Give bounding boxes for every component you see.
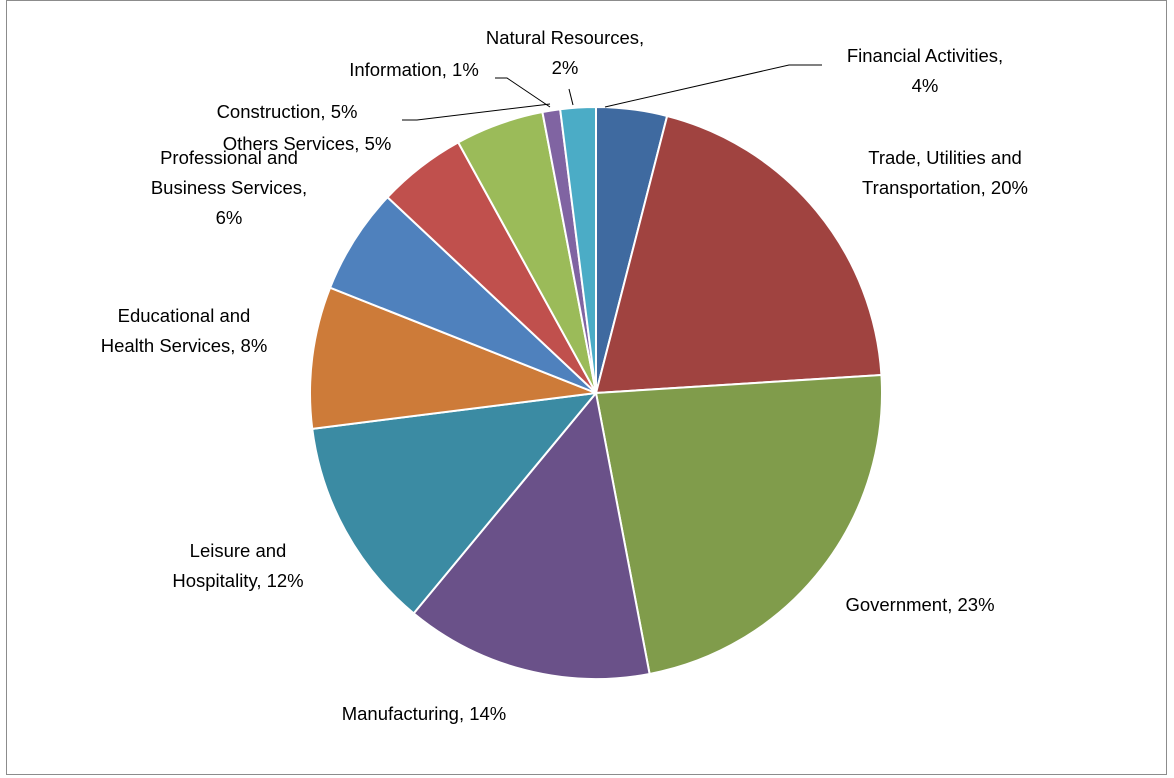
slice-label-line: Manufacturing, 14% — [342, 703, 507, 724]
slice-label-line: Educational and — [118, 305, 251, 326]
pie-slice — [594, 114, 883, 395]
slice-label-line: Hospitality, 12% — [172, 570, 303, 591]
slice-label: Trade, Utilities and Transportation, 20% — [862, 147, 1028, 198]
slice-label: Professional and Business Services, 6% — [151, 147, 307, 228]
slice-label: Natural Resources, 2% — [486, 27, 644, 78]
slice-label-line: Leisure and — [190, 540, 287, 561]
pie-slice — [309, 286, 597, 430]
slice-label: Construction, 5% — [217, 101, 358, 122]
slice-label-line: 4% — [912, 75, 939, 96]
leader-line — [604, 64, 822, 108]
slice-label-line: Financial Activities, — [847, 45, 1003, 66]
chart-frame: Financial Activities, 4% Trade, Utilities … — [6, 0, 1167, 775]
slice-label-line: Government, 23% — [845, 594, 994, 615]
slice-label-line: Business Services, — [151, 177, 307, 198]
slice-label-line: Information, 1% — [349, 59, 479, 80]
slice-label: Leisure and Hospitality, 12% — [172, 540, 303, 591]
slice-label-line: Construction, 5% — [217, 101, 358, 122]
pie-slice — [594, 373, 883, 676]
slice-label: Financial Activities, 4% — [847, 45, 1003, 96]
slice-label: Government, 23% — [845, 594, 994, 615]
slice-label-line: Transportation, 20% — [862, 177, 1028, 198]
leader-line — [402, 103, 551, 121]
slice-label-line: Professional and — [160, 147, 298, 168]
leader-line — [495, 77, 551, 108]
slice-label-line: Trade, Utilities and — [868, 147, 1022, 168]
slice-label-line: 2% — [552, 57, 579, 78]
slice-label-line: Health Services, 8% — [101, 335, 268, 356]
slice-label-line: 6% — [216, 207, 243, 228]
slice-label-line: Others Services, 5% — [223, 133, 392, 154]
leader-line — [568, 88, 574, 106]
pie-slice — [559, 105, 597, 394]
slice-label-line: Natural Resources, — [486, 27, 644, 48]
slice-label: Information, 1% — [349, 59, 479, 80]
slice-label: Manufacturing, 14% — [342, 703, 507, 724]
pie-chart: Financial Activities, 4% Trade, Utilities … — [101, 27, 1028, 724]
pie-slice — [311, 391, 599, 615]
slice-label: Others Services, 5% — [223, 133, 392, 154]
slice-label: Educational and Health Services, 8% — [101, 305, 268, 356]
pie-slice — [412, 390, 651, 680]
